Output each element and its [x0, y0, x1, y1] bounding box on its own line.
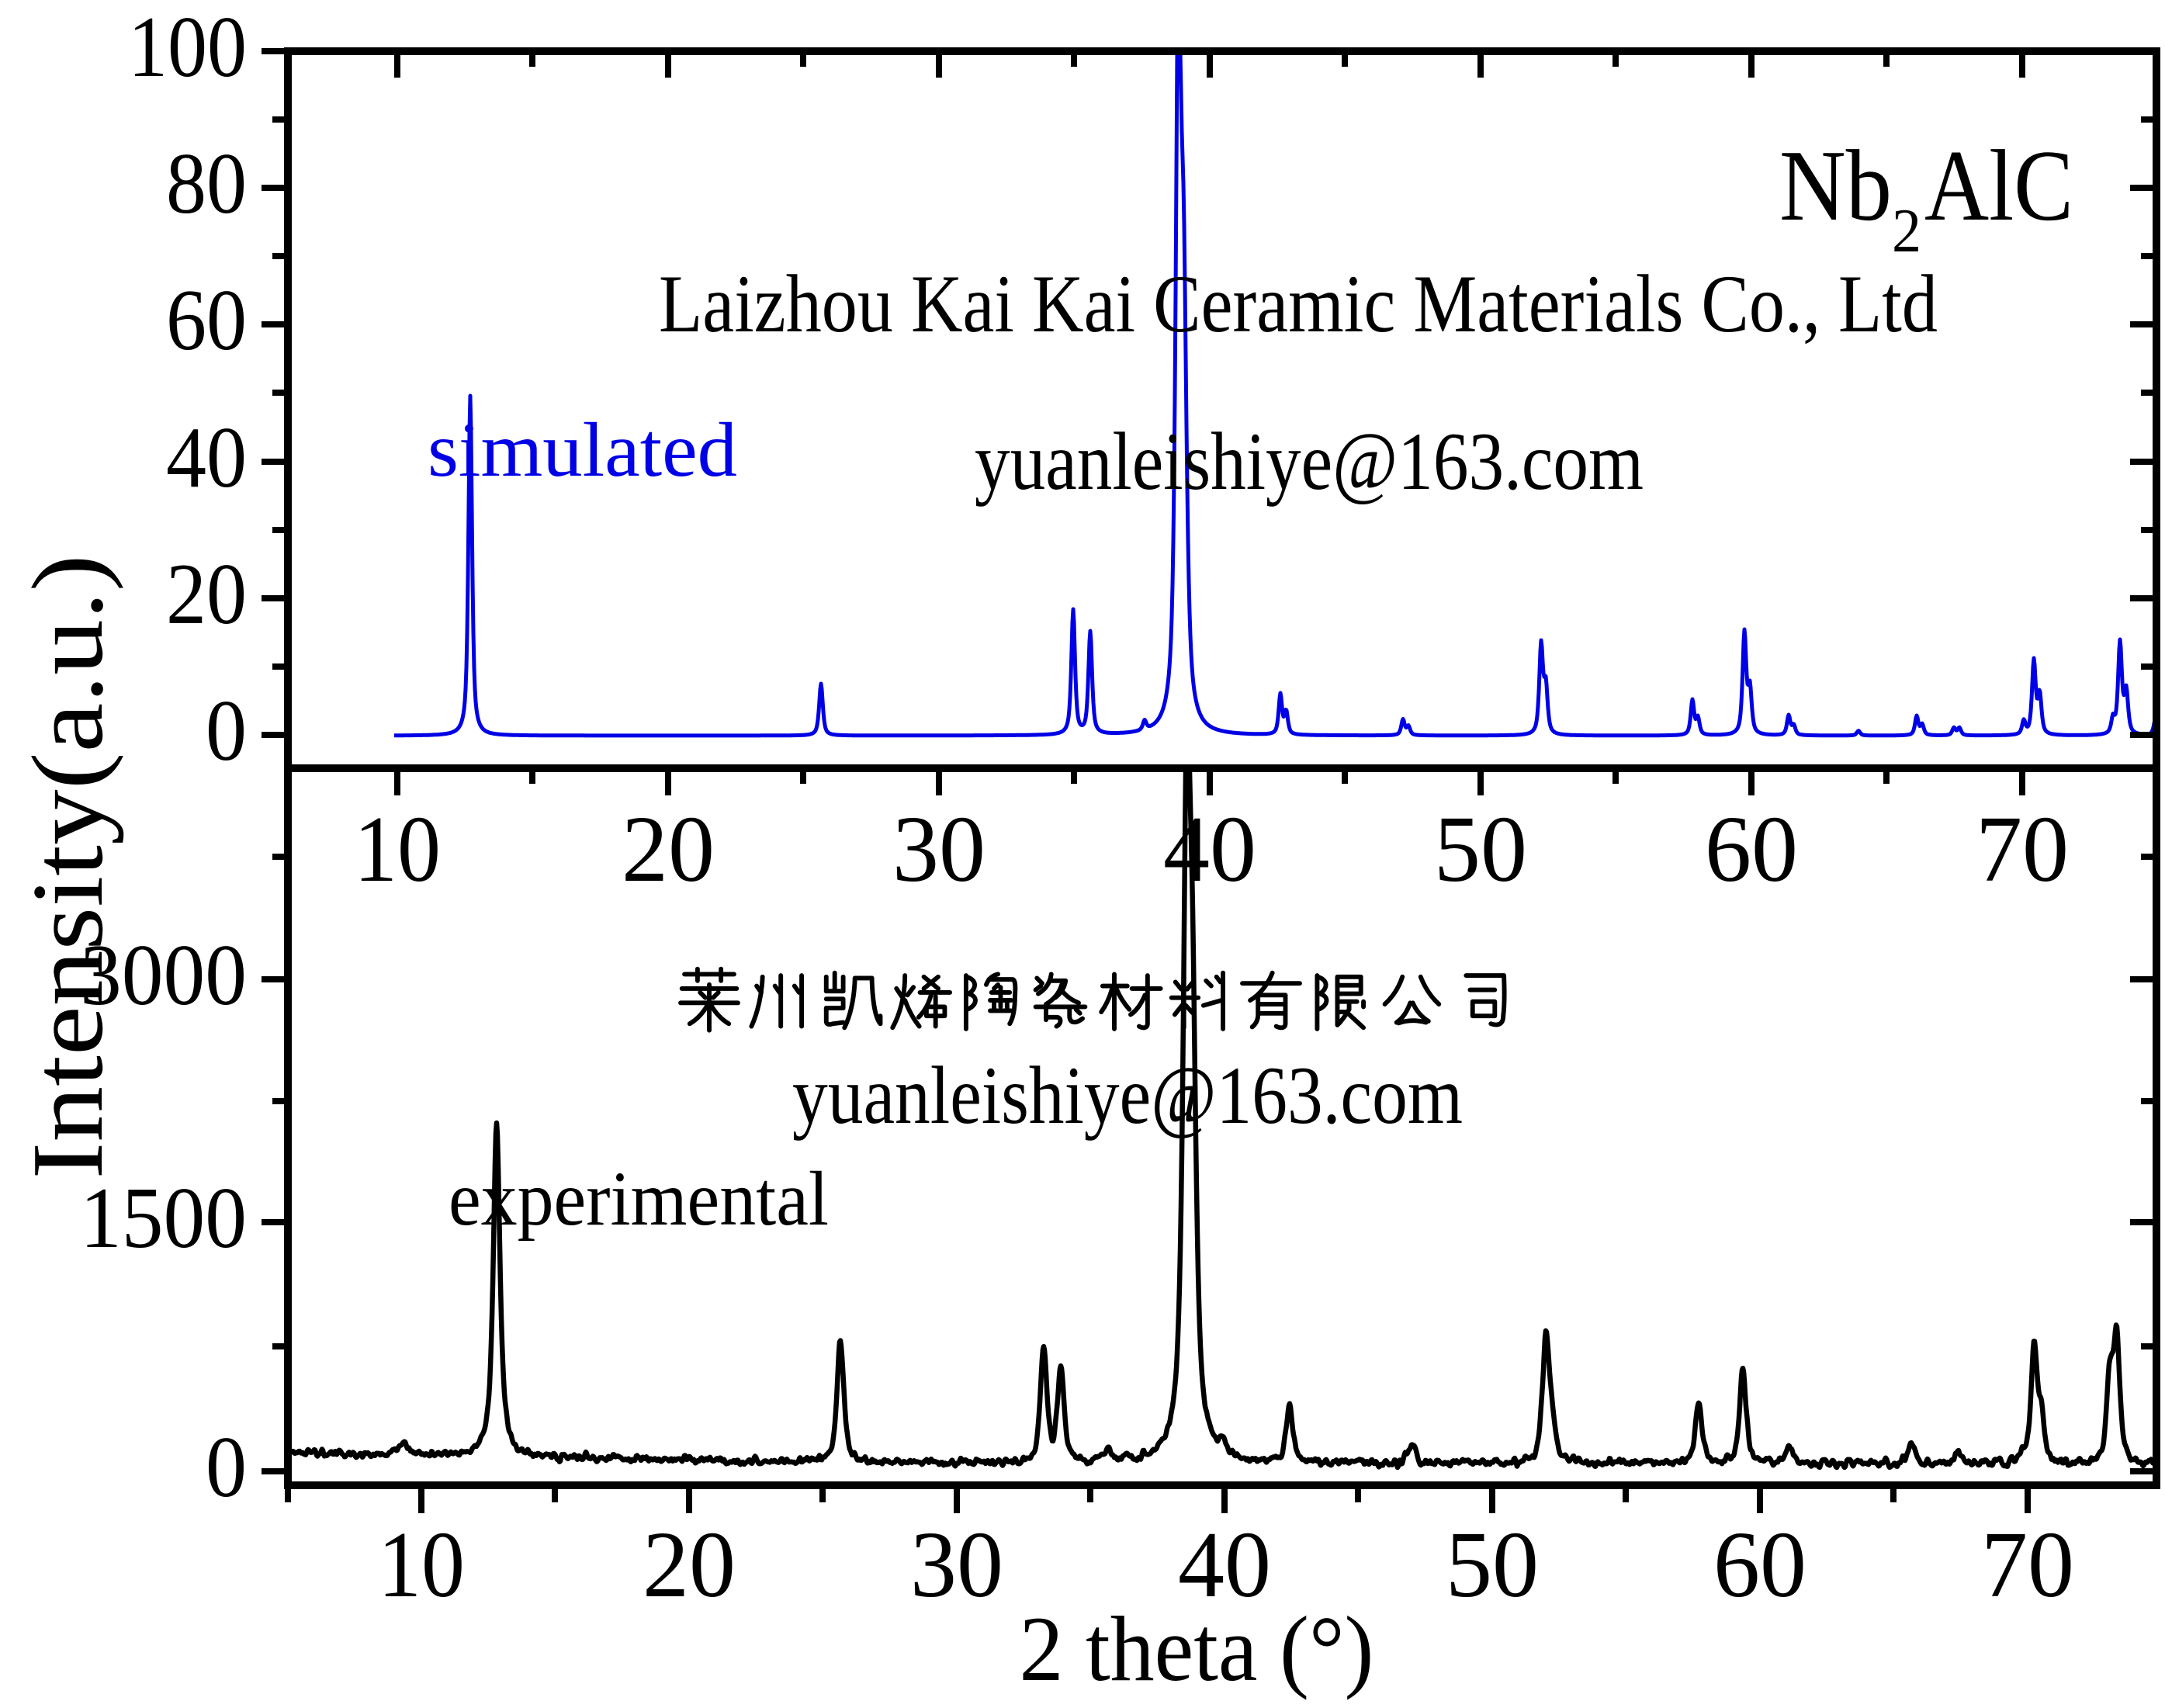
svg-text:50: 50 [1434, 797, 1527, 902]
svg-text:Laizhou Kai Kai Ceramic Materi: Laizhou Kai Kai Ceramic Materials Co., L… [659, 258, 1938, 349]
svg-text:0: 0 [206, 1419, 247, 1516]
svg-text:20: 20 [622, 797, 715, 902]
svg-text:experimental: experimental [449, 1155, 829, 1242]
svg-text:80: 80 [166, 136, 247, 232]
svg-text:60: 60 [166, 272, 247, 369]
svg-text:simulated: simulated [428, 407, 737, 493]
svg-text:70: 70 [1981, 1512, 2074, 1617]
svg-text:3000: 3000 [80, 927, 247, 1024]
svg-text:Nb: Nb [1779, 130, 1892, 242]
svg-text:10: 10 [354, 797, 441, 902]
svg-text:yuanleishiye@163.com: yuanleishiye@163.com [975, 416, 1644, 507]
svg-text:40: 40 [1163, 797, 1256, 902]
svg-text:50: 50 [1446, 1512, 1539, 1617]
svg-text:2: 2 [1892, 197, 1921, 265]
svg-text:40: 40 [1178, 1512, 1271, 1617]
svg-text:2 theta (°): 2 theta (°) [1020, 1597, 1374, 1700]
svg-text:20: 20 [166, 546, 247, 643]
svg-text:yuanleishiye@163.com: yuanleishiye@163.com [792, 1050, 1463, 1141]
svg-text:100: 100 [128, 0, 247, 95]
svg-text:Intensity(a.u.): Intensity(a.u.) [12, 555, 124, 1180]
svg-text:0: 0 [206, 683, 247, 779]
svg-text:60: 60 [1705, 797, 1798, 902]
svg-text:10: 10 [378, 1512, 465, 1617]
svg-text:70: 70 [1976, 797, 2069, 902]
svg-text:1500: 1500 [80, 1170, 247, 1266]
svg-text:20: 20 [643, 1512, 736, 1617]
svg-text:60: 60 [1713, 1512, 1806, 1617]
svg-text:30: 30 [892, 797, 986, 902]
svg-text:40: 40 [166, 410, 247, 506]
svg-text:AlC: AlC [1924, 130, 2073, 242]
svg-text:30: 30 [910, 1512, 1003, 1617]
